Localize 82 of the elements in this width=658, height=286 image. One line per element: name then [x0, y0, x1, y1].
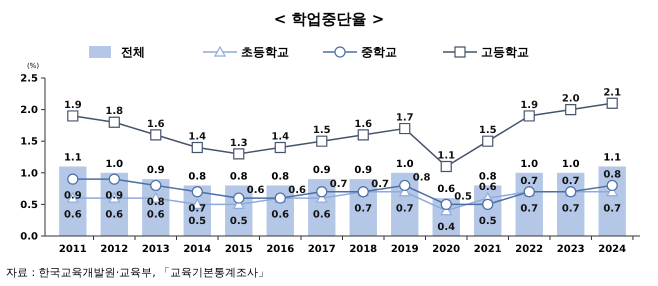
- data-label: 0.7: [371, 178, 390, 190]
- data-label: 1.3: [230, 138, 248, 149]
- data-label: 0.7: [354, 203, 372, 214]
- data-label: 0.8: [412, 172, 430, 184]
- data-label: 0.9: [354, 165, 372, 176]
- data-label: 0.6: [64, 210, 82, 221]
- data-label: 1.0: [520, 158, 538, 170]
- x-tick-label: 2013: [142, 244, 170, 255]
- data-label: 0.6: [478, 182, 497, 194]
- x-tick-label: 2011: [58, 244, 87, 255]
- data-label: 0.6: [271, 210, 290, 221]
- x-tick-label: 2016: [266, 244, 294, 255]
- data-label: 1.1: [603, 152, 622, 164]
- data-label: 0.8: [271, 171, 290, 182]
- data-label: 0.7: [520, 176, 538, 187]
- y-tick-label: 0.5: [20, 200, 38, 211]
- data-label: 0.7: [520, 203, 538, 214]
- x-tick-label: 2021: [474, 244, 502, 255]
- data-label: 0.7: [396, 203, 414, 214]
- data-label: 1.1: [437, 150, 456, 162]
- data-label: 0.7: [330, 178, 348, 190]
- data-label: 1.1: [64, 152, 82, 164]
- data-label: 1.6: [354, 118, 372, 130]
- legend-label: 고등학교: [481, 45, 529, 60]
- data-label: 0.7: [562, 176, 580, 187]
- x-tick-label: 2017: [308, 244, 336, 255]
- data-label: 1.6: [146, 118, 165, 130]
- data-label: 1.5: [312, 125, 331, 136]
- data-label: 1.4: [188, 132, 206, 143]
- data-label: 0.7: [562, 203, 580, 214]
- x-tick-label: 2015: [224, 244, 253, 255]
- data-label: 1.4: [271, 132, 290, 143]
- y-tick-label: 2.5: [20, 74, 38, 84]
- data-label: 0.9: [312, 165, 331, 176]
- data-label: 0.5: [454, 191, 472, 202]
- data-label: 1.0: [396, 158, 414, 170]
- data-label: 1.8: [105, 106, 124, 118]
- data-label: 0.4: [437, 222, 456, 234]
- data-label: 0.8: [478, 171, 497, 182]
- x-tick-label: 2024: [598, 244, 626, 255]
- x-tick-label: 2012: [100, 244, 128, 255]
- data-label: 0.7: [188, 203, 206, 214]
- data-label: 1.0: [562, 158, 580, 170]
- y-tick-label: 1.0: [20, 168, 38, 180]
- x-tick-label: 2022: [515, 244, 544, 255]
- data-label: 0.7: [603, 203, 622, 214]
- data-label: 0.8: [603, 169, 622, 180]
- data-label: 0.5: [188, 216, 206, 227]
- data-label: 0.8: [146, 196, 165, 208]
- x-tick-label: 2019: [390, 244, 419, 255]
- data-label: 2.1: [603, 87, 622, 98]
- x-tick-label: 2020: [432, 244, 460, 255]
- y-tick-label: 2.0: [20, 105, 38, 116]
- data-label: 1.0: [105, 158, 124, 170]
- text: 자료 : 한국교육개발원·교육부, 「교육기본통계조사」: [6, 266, 270, 279]
- legend-label: 초등학교: [241, 45, 289, 60]
- data-label: 0.9: [146, 165, 165, 176]
- data-label: 0.8: [230, 171, 248, 182]
- data-label: 0.6: [246, 185, 265, 196]
- y-tick-label: 0.0: [20, 232, 38, 242]
- data-label: 0.9: [64, 190, 82, 202]
- data-label: 0.6: [437, 184, 456, 196]
- data-label: 0.8: [188, 171, 206, 182]
- y-tick-label: 1.5: [20, 136, 38, 148]
- x-tick-label: 2023: [556, 244, 585, 255]
- legend-label: 중학교: [361, 45, 397, 60]
- data-label: 2.0: [562, 94, 580, 105]
- data-label: 1.9: [64, 100, 82, 111]
- data-label: 1.5: [478, 125, 497, 136]
- data-label: 0.6: [312, 210, 331, 221]
- data-label: 1.7: [396, 112, 414, 124]
- data-label: 0.6: [146, 210, 165, 221]
- legend-label: 전체: [121, 45, 145, 60]
- data-label: 0.6: [288, 185, 306, 196]
- x-tick-label: 2014: [183, 244, 212, 255]
- data-label: 0.6: [105, 210, 124, 221]
- data-label: 0.5: [230, 216, 248, 227]
- chart-title: < 학업중단율 >: [274, 10, 384, 28]
- data-label: 0.9: [105, 190, 124, 202]
- x-tick-label: 2018: [349, 244, 378, 255]
- data-label: 0.5: [478, 216, 497, 227]
- data-label: 1.9: [520, 100, 538, 111]
